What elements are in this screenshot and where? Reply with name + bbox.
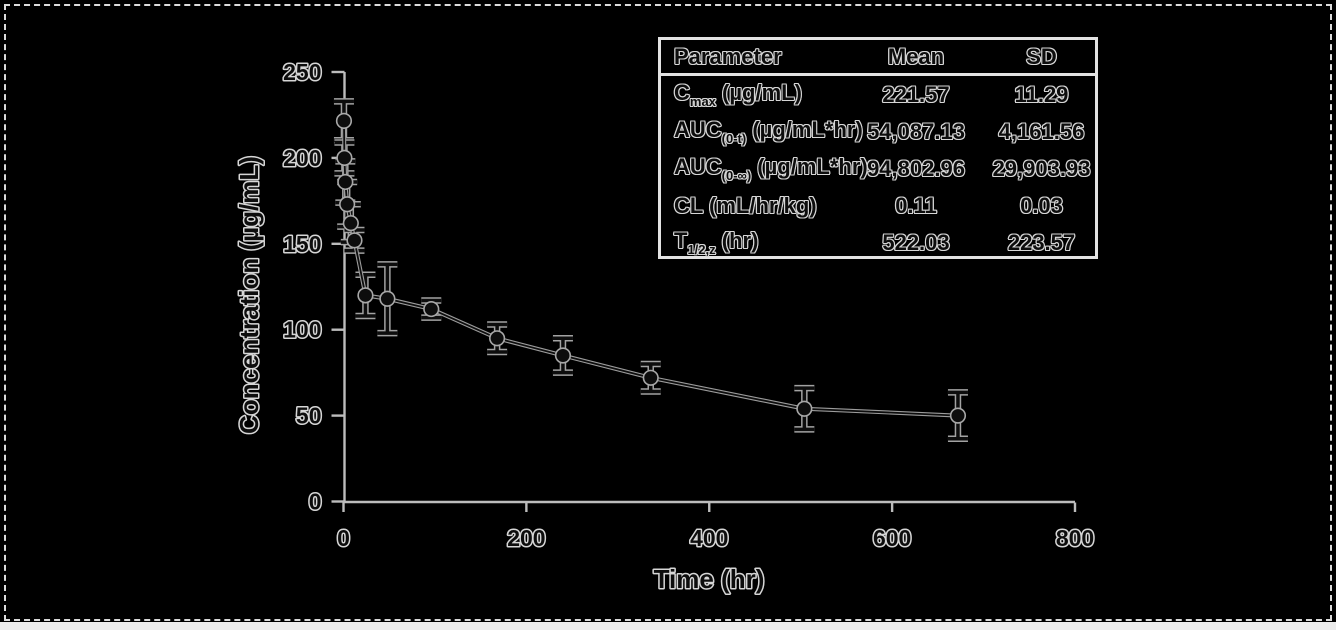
y-tick-label: 150 bbox=[283, 231, 321, 257]
y-tick-label: 0 bbox=[309, 489, 322, 515]
table-header-row: Parameter Mean SD bbox=[661, 40, 1095, 76]
sd-cell: 0.03 bbox=[1020, 192, 1063, 218]
table-row: CL (mL/hr/kg) 0.11 0.03 bbox=[661, 187, 1095, 224]
param-subscript: 1/2,z bbox=[687, 242, 716, 257]
y-tick-label: 50 bbox=[296, 403, 322, 429]
y-axis-title: Concentration (µg/mL) bbox=[234, 156, 264, 434]
data-point-marker bbox=[554, 347, 572, 364]
header-sd: SD bbox=[1026, 43, 1057, 69]
param-subscript: (0-∞) bbox=[721, 168, 752, 183]
data-series bbox=[333, 98, 968, 443]
param-text: (µg/mL*hr) bbox=[746, 117, 863, 142]
y-tick-label: 150 bbox=[283, 231, 321, 257]
page-background-strip bbox=[0, 622, 1336, 630]
x-tick-label: 600 bbox=[873, 525, 911, 551]
data-point-marker bbox=[642, 369, 659, 386]
x-axis-title: Time (hr) bbox=[654, 564, 765, 594]
param-text: C bbox=[674, 80, 690, 105]
header-parameter: Parameter bbox=[674, 43, 782, 69]
y-tick-label: 50 bbox=[296, 403, 322, 429]
x-axis-title: Time (hr) bbox=[654, 564, 765, 594]
x-tick-label: 400 bbox=[690, 525, 728, 551]
y-tick-label: 100 bbox=[283, 317, 321, 343]
x-tick-label: 200 bbox=[507, 525, 545, 551]
param-cell: AUC(0-t) (µg/mL*hr) bbox=[661, 117, 863, 146]
mean-cell: 221.57 bbox=[882, 81, 950, 107]
data-point-marker bbox=[489, 330, 506, 347]
param-text: T bbox=[674, 228, 688, 253]
data-point-marker bbox=[423, 300, 440, 318]
x-tick-label: 0 bbox=[337, 525, 350, 551]
y-axis-title: Concentration (µg/mL) bbox=[234, 156, 264, 434]
data-point-marker bbox=[339, 196, 356, 213]
data-point-marker bbox=[346, 232, 363, 249]
y-tick-label: 0 bbox=[309, 489, 322, 515]
x-tick-label: 200 bbox=[507, 525, 545, 551]
table-row: AUC(0-t) (µg/mL*hr) 54,087.13 4,161.56 bbox=[661, 113, 1095, 150]
table-row: AUC(0-∞) (µg/mL*hr) 94,802.96 29,903.93 bbox=[661, 150, 1095, 187]
sd-cell: 4,161.56 bbox=[998, 118, 1085, 144]
data-point-marker bbox=[337, 173, 354, 191]
y-tick-label: 200 bbox=[283, 145, 321, 171]
sd-cell: 29,903.93 bbox=[992, 155, 1091, 181]
param-subscript: max bbox=[689, 94, 716, 109]
data-point-marker bbox=[379, 290, 396, 307]
sd-cell: 11.29 bbox=[1014, 81, 1069, 107]
param-cell: CL (mL/hr/kg) bbox=[661, 193, 841, 219]
y-tick-label: 250 bbox=[283, 59, 321, 85]
param-text: (µg/mL) bbox=[715, 80, 802, 105]
x-tick-label: 0 bbox=[337, 525, 350, 551]
y-tick-label: 100 bbox=[283, 317, 321, 343]
param-cell: Cmax (µg/mL) bbox=[661, 80, 841, 109]
y-tick-label: 200 bbox=[283, 145, 321, 171]
data-point-marker bbox=[949, 407, 967, 424]
param-text: AUC bbox=[674, 117, 722, 142]
mean-cell: 522.03 bbox=[882, 229, 950, 255]
x-tick-label: 400 bbox=[690, 525, 728, 551]
x-tick-label: 600 bbox=[873, 525, 911, 551]
mean-cell: 54,087.13 bbox=[867, 118, 965, 144]
data-point-marker bbox=[335, 112, 353, 129]
param-cell: T1/2,z (hr) bbox=[661, 228, 841, 257]
table-row: T1/2,z (hr) 522.03 223.57 bbox=[661, 224, 1095, 261]
param-cell: AUC(0-∞) (µg/mL*hr) bbox=[661, 154, 868, 183]
data-point-marker bbox=[796, 400, 813, 417]
param-subscript: (0-t) bbox=[721, 131, 747, 146]
pk-parameters-table: Parameter Mean SD Cmax (µg/mL) 221.57 11.2… bbox=[658, 37, 1098, 259]
param-text: (µg/mL*hr) bbox=[751, 154, 868, 179]
x-tick-label: 800 bbox=[1056, 525, 1094, 551]
header-mean: Mean bbox=[887, 43, 945, 69]
x-tick-label: 800 bbox=[1056, 525, 1094, 551]
param-text: (hr) bbox=[715, 228, 759, 253]
param-text: AUC bbox=[674, 154, 722, 179]
data-point-marker bbox=[342, 215, 359, 232]
sd-cell: 223.57 bbox=[1007, 229, 1076, 255]
table-row: Cmax (µg/mL) 221.57 11.29 bbox=[661, 76, 1095, 113]
param-text: CL (mL/hr/kg) bbox=[674, 192, 817, 218]
mean-cell: 0.11 bbox=[895, 192, 937, 218]
y-tick-label: 250 bbox=[283, 59, 321, 85]
data-point-marker bbox=[336, 149, 353, 166]
mean-cell: 94,802.96 bbox=[867, 155, 965, 181]
data-point-marker bbox=[357, 287, 374, 304]
